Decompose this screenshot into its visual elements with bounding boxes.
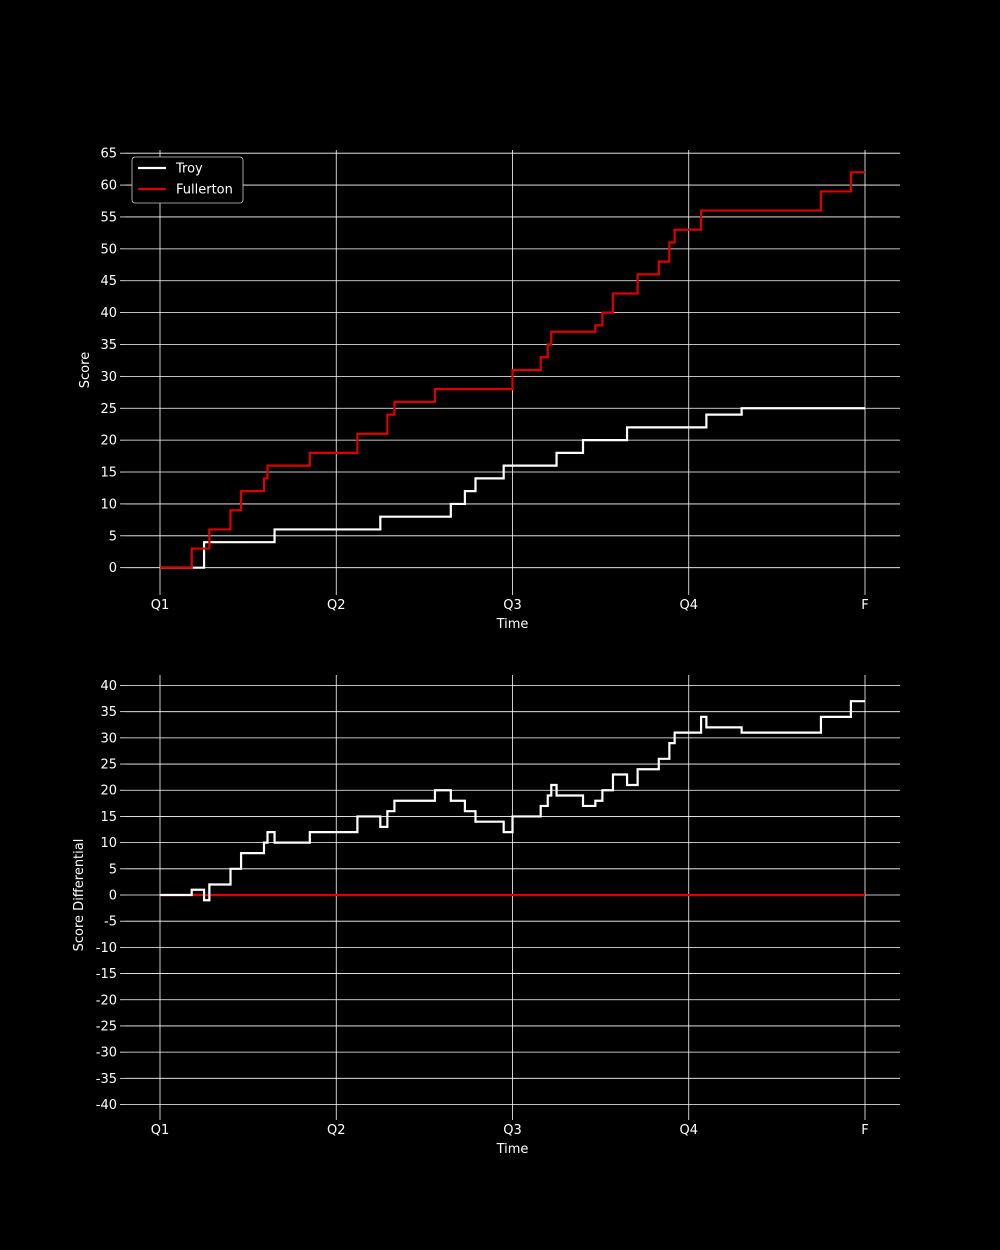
y-axis-label: Score Differential <box>72 839 87 952</box>
y-tick-label: 20 <box>100 434 117 449</box>
y-tick-label: -5 <box>104 915 117 930</box>
legend-label-troy: Troy <box>175 162 203 177</box>
x-tick-label: Q1 <box>151 1123 170 1138</box>
differential-line <box>160 700 865 902</box>
differential-chart: Q1 Q2 Q3 Q4 F 40 35 30 25 20 15 10 5 0 -5 -10 -15 -20 -25 -… <box>72 675 900 1157</box>
y-tick-label: 20 <box>100 784 117 799</box>
x-tick-label: F <box>861 598 868 613</box>
x-tick-label: Q2 <box>327 598 346 613</box>
y-axis-label: Score <box>78 352 93 388</box>
y-tick-label: 10 <box>100 836 117 851</box>
y-tick-label: 5 <box>109 529 117 544</box>
y-tick-label: 30 <box>100 370 117 385</box>
y-tick-label: 55 <box>100 210 117 225</box>
y-tick-label: -25 <box>96 1019 117 1034</box>
y-tick-label: 15 <box>100 810 117 825</box>
y-tick-label: -15 <box>96 967 117 982</box>
y-tick-label: 40 <box>100 679 117 694</box>
y-tick-label: 25 <box>100 402 117 417</box>
y-tick-label: 35 <box>100 705 117 720</box>
y-tick-label: 5 <box>109 862 117 877</box>
x-axis-label: Time <box>496 617 529 632</box>
y-tick-label: -40 <box>96 1098 117 1113</box>
x-tick-label: F <box>861 1123 868 1138</box>
legend: Troy Fullerton <box>131 156 244 204</box>
y-tick-label: -10 <box>96 941 117 956</box>
x-tick-label: Q2 <box>327 1123 346 1138</box>
x-tick-label: Q3 <box>503 598 522 613</box>
x-tick-label: Q3 <box>503 1123 522 1138</box>
y-tick-label: 25 <box>100 758 117 773</box>
x-tick-label: Q4 <box>679 1123 698 1138</box>
y-tick-label: 60 <box>100 179 117 194</box>
y-tick-label: -35 <box>96 1072 117 1087</box>
y-tick-label: 50 <box>100 242 117 257</box>
y-tick-label: -20 <box>96 993 117 1008</box>
y-tick-label: 15 <box>100 466 117 481</box>
y-tick-label: 0 <box>109 561 117 576</box>
fullerton-score-line <box>160 171 865 569</box>
y-tick-label: 35 <box>100 338 117 353</box>
legend-label-fullerton: Fullerton <box>176 183 233 198</box>
y-tick-label: 30 <box>100 731 117 746</box>
x-axis-label: Time <box>496 1142 529 1157</box>
y-tick-label: -30 <box>96 1046 117 1061</box>
score-chart: Q1 Q2 Q3 Q4 F 0 5 10 15 20 25 30 35 40 45 50 55 60 65 Time S… <box>78 147 900 632</box>
troy-score-line <box>160 407 865 569</box>
y-tick-label: 40 <box>100 306 117 321</box>
x-tick-label: Q1 <box>151 598 170 613</box>
y-tick-label: 45 <box>100 274 117 289</box>
y-tick-label: 10 <box>100 497 117 512</box>
y-tick-label: 65 <box>100 147 117 162</box>
y-tick-label: 0 <box>109 889 117 904</box>
x-tick-label: Q4 <box>679 598 698 613</box>
